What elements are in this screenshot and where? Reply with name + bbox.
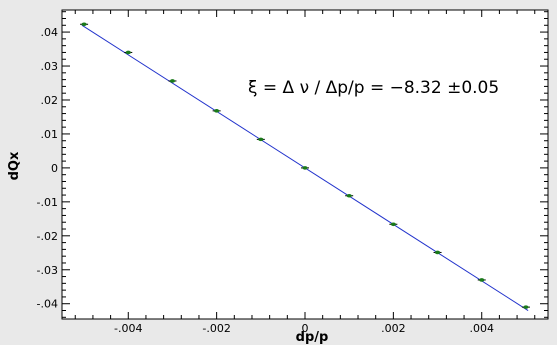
y-tick-label: -.02: [37, 230, 58, 243]
data-point: [169, 79, 176, 83]
x-tick-label: .002: [381, 322, 406, 335]
data-point: [214, 109, 220, 113]
data-point: [258, 137, 264, 142]
y-tick-label: .01: [41, 128, 59, 141]
x-tick-label: 0: [302, 322, 309, 335]
y-tick-label: .03: [41, 60, 59, 73]
y-tick-label: -.01: [37, 196, 58, 209]
x-tick-label: -.004: [114, 322, 142, 335]
x-tick-label: -.002: [202, 322, 230, 335]
y-tick-label: 0: [51, 162, 58, 175]
x-axis-title: dp/p: [296, 330, 329, 345]
data-point: [346, 193, 352, 198]
axis-ticks: [62, 10, 548, 319]
data-point: [523, 305, 529, 309]
data-point: [125, 50, 131, 55]
tick-labels: -.004 -.002 0 .002 .004 .04 .03 .02 .01 0 -.01 -.02…: [37, 26, 494, 335]
y-axis-title: dQx: [7, 151, 22, 180]
data-point: [302, 166, 308, 170]
y-tick-label: .02: [41, 94, 59, 107]
y-tick-label: -.04: [37, 298, 58, 311]
y-tick-label: .04: [41, 26, 59, 39]
data-point: [479, 278, 485, 282]
data-point: [434, 250, 441, 255]
y-tick-label: -.03: [37, 264, 58, 277]
data-point: [81, 22, 87, 27]
data-points: [80, 22, 530, 309]
annotation-chromaticity: ξ = Δ ν / Δp/p = −8.32 ±0.05: [248, 78, 499, 98]
plot-area: [61, 9, 549, 320]
data-point: [390, 222, 396, 227]
x-tick-label: .004: [469, 322, 494, 335]
